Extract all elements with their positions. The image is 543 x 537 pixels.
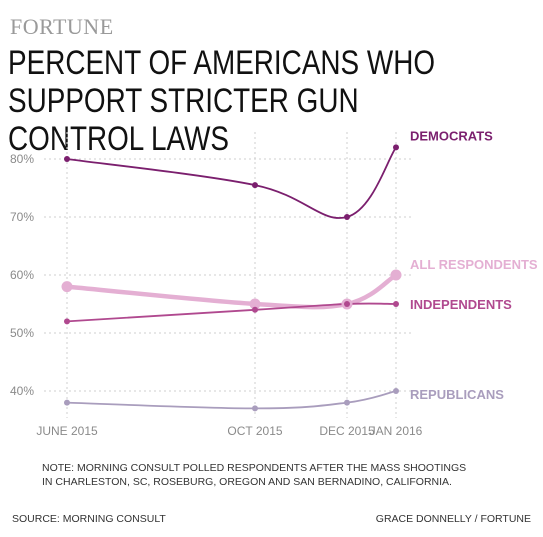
y-tick-label: 50% [10, 326, 34, 340]
x-tick-label: JUNE 2015 [36, 424, 98, 438]
grid [44, 132, 412, 418]
data-point [252, 182, 258, 189]
series-line [64, 272, 399, 310]
series-line [66, 146, 397, 219]
author-credit: GRACE DONNELLY / FORTUNE [375, 513, 531, 525]
data-point [393, 301, 399, 307]
chart-note: NOTE: MORNING CONSULT POLLED RESPONDENTS… [42, 461, 502, 489]
source-credit: SOURCE: MORNING CONSULT [12, 513, 166, 525]
series-label: ALL RESPONDENTS [410, 257, 538, 272]
series-label: INDEPENDENTS [410, 297, 512, 312]
brand-logo: FORTUNE [10, 14, 114, 39]
note-line: IN CHARLESTON, SC, ROSEBURG, OREGON AND … [42, 476, 452, 488]
data-point [393, 388, 399, 394]
data-point [64, 318, 70, 325]
note-line: NOTE: MORNING CONSULT POLLED RESPONDENTS… [42, 462, 467, 474]
x-tick-label: DEC 2015 [319, 424, 375, 438]
chart-title: PERCENT OF AMERICANS WHO SUPPORT STRICTE… [8, 44, 436, 158]
data-point [344, 301, 350, 307]
y-axis-ticks: 40% 50% 60% 70% 80% [10, 152, 34, 398]
series-points [61, 144, 402, 412]
data-point [64, 399, 70, 406]
data-point [344, 214, 350, 220]
data-point [390, 269, 402, 281]
data-point [61, 281, 73, 293]
series-label: REPUBLICANS [410, 387, 504, 402]
y-tick-label: 70% [10, 210, 34, 224]
data-point [252, 405, 258, 412]
series-line [66, 390, 397, 410]
data-point [64, 156, 70, 162]
data-point [393, 144, 399, 151]
y-tick-label: 40% [10, 384, 34, 398]
data-point [252, 306, 258, 313]
y-tick-label: 80% [10, 152, 34, 166]
series-line [66, 302, 397, 323]
series-lines [64, 146, 399, 410]
series-labels: DEMOCRATS ALL RESPONDENTS INDEPENDENTS REPU… [410, 128, 538, 402]
data-point [249, 298, 261, 310]
data-point [344, 399, 350, 406]
y-tick-label: 60% [10, 268, 34, 282]
x-tick-label: OCT 2015 [227, 424, 282, 438]
series-label: DEMOCRATS [410, 128, 493, 143]
x-tick-label: JAN 2016 [370, 424, 423, 438]
